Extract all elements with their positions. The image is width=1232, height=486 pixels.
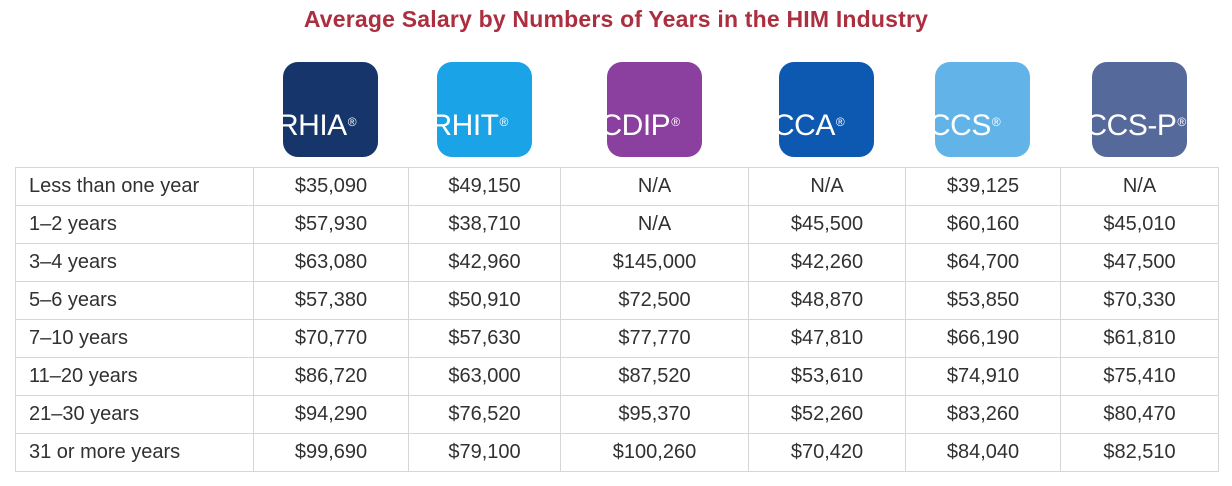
salary-cell: $63,080 <box>253 243 409 282</box>
row-label: 21–30 years <box>15 395 254 434</box>
salary-cell: N/A <box>1060 167 1219 206</box>
salary-cell: $82,510 <box>1060 433 1219 472</box>
rhit-badge-icon: RHIT® <box>436 62 532 157</box>
salary-cell: $35,090 <box>253 167 409 206</box>
table-row: 1–2 years $57,930 $38,710 N/A $45,500 $6… <box>15 205 1219 244</box>
salary-cell: $42,260 <box>748 243 906 282</box>
salary-cell: $53,610 <box>748 357 906 396</box>
salary-cell: $70,330 <box>1060 281 1219 320</box>
row-label: 3–4 years <box>15 243 254 282</box>
ccs-badge-icon: CCS® <box>935 62 1030 157</box>
salary-cell: $60,160 <box>905 205 1061 244</box>
salary-cell: $61,810 <box>1060 319 1219 358</box>
salary-cell: $53,850 <box>905 281 1061 320</box>
salary-cell: $49,150 <box>408 167 561 206</box>
salary-cell: $42,960 <box>408 243 561 282</box>
salary-cell: $83,260 <box>905 395 1061 434</box>
salary-cell: $48,870 <box>748 281 906 320</box>
salary-cell: $52,260 <box>748 395 906 434</box>
row-label: 31 or more years <box>15 433 254 472</box>
table-row: 3–4 years $63,080 $42,960 $145,000 $42,2… <box>15 243 1219 282</box>
table-row: 31 or more years $99,690 $79,100 $100,26… <box>15 433 1219 472</box>
salary-cell: $100,260 <box>560 433 749 472</box>
row-label: 5–6 years <box>15 281 254 320</box>
salary-cell: $47,500 <box>1060 243 1219 282</box>
salary-cell: $70,770 <box>253 319 409 358</box>
salary-cell: $79,100 <box>408 433 561 472</box>
salary-cell: $77,770 <box>560 319 749 358</box>
salary-cell: $87,520 <box>560 357 749 396</box>
ccs-badge-label: CCS® <box>935 109 1001 142</box>
salary-cell: $86,720 <box>253 357 409 396</box>
row-label: 7–10 years <box>15 319 254 358</box>
table-row: 21–30 years $94,290 $76,520 $95,370 $52,… <box>15 395 1219 434</box>
rhit-badge-label: RHIT® <box>436 109 509 142</box>
table-row: Less than one year $35,090 $49,150 N/A N… <box>15 167 1219 206</box>
rhia-badge-icon: RHIA® <box>283 62 378 157</box>
cca-badge-label: CCA® <box>779 109 845 142</box>
salary-cell: $84,040 <box>905 433 1061 472</box>
salary-cell: $75,410 <box>1060 357 1219 396</box>
salary-cell: $57,630 <box>408 319 561 358</box>
cca-badge-icon: CCA® <box>779 62 874 157</box>
salary-cell: $63,000 <box>408 357 561 396</box>
salary-cell: $64,700 <box>905 243 1061 282</box>
table-row: 5–6 years $57,380 $50,910 $72,500 $48,87… <box>15 281 1219 320</box>
row-label: 1–2 years <box>15 205 254 244</box>
salary-cell: $99,690 <box>253 433 409 472</box>
badge-row-spacer <box>15 62 253 157</box>
salary-cell: $47,810 <box>748 319 906 358</box>
salary-cell: $95,370 <box>560 395 749 434</box>
row-label: Less than one year <box>15 167 254 206</box>
table-row: 11–20 years $86,720 $63,000 $87,520 $53,… <box>15 357 1219 396</box>
salary-cell: $74,910 <box>905 357 1061 396</box>
cdip-badge-label: CDIP® <box>606 109 681 142</box>
credential-badge-row: RHIA® RHIT® CDIP® CCA® CCS® CCS-P® <box>15 62 1232 157</box>
ccs-p-badge-icon: CCS-P® <box>1091 62 1187 157</box>
salary-cell: $57,380 <box>253 281 409 320</box>
salary-cell: $45,500 <box>748 205 906 244</box>
salary-cell: $39,125 <box>905 167 1061 206</box>
salary-infographic: Average Salary by Numbers of Years in th… <box>0 5 1232 486</box>
salary-cell: $38,710 <box>408 205 561 244</box>
salary-cell: $66,190 <box>905 319 1061 358</box>
row-label: 11–20 years <box>15 357 254 396</box>
salary-cell: $76,520 <box>408 395 561 434</box>
salary-cell: $72,500 <box>560 281 749 320</box>
ccs-p-badge-label: CCS-P® <box>1091 109 1187 142</box>
salary-cell: $57,930 <box>253 205 409 244</box>
salary-cell: $94,290 <box>253 395 409 434</box>
salary-cell: N/A <box>748 167 906 206</box>
table-row: 7–10 years $70,770 $57,630 $77,770 $47,8… <box>15 319 1219 358</box>
salary-cell: $50,910 <box>408 281 561 320</box>
salary-cell: $80,470 <box>1060 395 1219 434</box>
rhia-badge-label: RHIA® <box>283 109 357 142</box>
page-title: Average Salary by Numbers of Years in th… <box>303 6 929 32</box>
salary-cell: N/A <box>560 205 749 244</box>
salary-table: Less than one year $35,090 $49,150 N/A N… <box>15 167 1219 472</box>
cdip-badge-icon: CDIP® <box>606 62 702 157</box>
salary-cell: $145,000 <box>560 243 749 282</box>
salary-cell: $70,420 <box>748 433 906 472</box>
salary-cell: $45,010 <box>1060 205 1219 244</box>
salary-cell: N/A <box>560 167 749 206</box>
